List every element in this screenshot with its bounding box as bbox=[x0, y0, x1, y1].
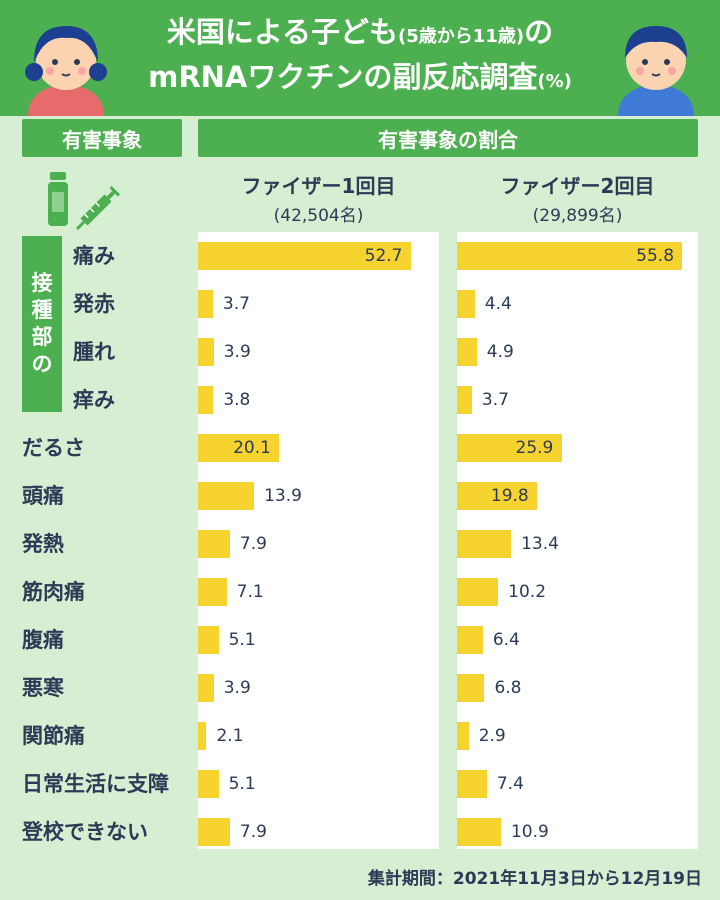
chart-title: 米国による子ども(5歳から11歳)の mRNAワクチンの副反応調査(%) bbox=[110, 12, 610, 102]
value-label: 5.1 bbox=[228, 630, 256, 650]
group-label-char: 種 bbox=[31, 298, 53, 322]
series1-title: ファイザー1回目 (42,504名) bbox=[198, 170, 439, 226]
bar bbox=[198, 674, 214, 702]
value-label: 10.9 bbox=[510, 822, 549, 842]
value-label: 3.7 bbox=[222, 294, 250, 314]
bar bbox=[457, 674, 485, 702]
bar bbox=[198, 770, 219, 798]
series2-title: ファイザー2回目 (29,899名) bbox=[457, 170, 698, 226]
survey-period-footnote: 集計期間：2021年11月3日から12月19日 bbox=[367, 869, 702, 889]
bar bbox=[198, 818, 230, 846]
bar bbox=[457, 386, 472, 414]
category-label: だるさ bbox=[22, 436, 85, 460]
category-label: 日常生活に支障 bbox=[22, 772, 169, 796]
group-label-char: 部 bbox=[31, 325, 53, 349]
value-label: 10.2 bbox=[508, 582, 547, 602]
bar bbox=[457, 482, 537, 510]
value-label: 13.9 bbox=[264, 486, 302, 506]
bar bbox=[198, 482, 255, 510]
injection-site-group-label: 接種部の bbox=[22, 236, 62, 412]
value-label: 5.1 bbox=[228, 774, 256, 794]
value-label: 20.1 bbox=[233, 438, 271, 458]
bar bbox=[457, 242, 683, 270]
bar bbox=[198, 290, 213, 318]
bar bbox=[198, 386, 214, 414]
title-line2: mRNAワクチンの副反応調査 bbox=[148, 60, 538, 94]
bar bbox=[198, 626, 219, 654]
category-label: 腹痛 bbox=[22, 628, 64, 652]
vial-icon bbox=[48, 172, 68, 226]
value-label: 7.9 bbox=[239, 534, 267, 554]
category-label: 悪寒 bbox=[22, 676, 64, 700]
series2-name: ファイザー2回目 bbox=[500, 174, 655, 198]
bar bbox=[457, 434, 562, 462]
category-label: 発赤 bbox=[73, 292, 115, 316]
bar bbox=[457, 290, 475, 318]
group-label-char: 接 bbox=[31, 271, 53, 295]
value-label: 7.9 bbox=[239, 822, 267, 842]
value-label: 13.4 bbox=[521, 534, 559, 554]
series2-count: (29,899名) bbox=[532, 206, 623, 226]
header-adverse-event-rate: 有害事象の割合 bbox=[198, 119, 698, 157]
girl-illustration bbox=[25, 26, 107, 116]
value-label: 2.9 bbox=[478, 726, 506, 746]
value-label: 52.7 bbox=[364, 246, 403, 266]
series1-name: ファイザー1回目 bbox=[241, 174, 396, 198]
bar bbox=[457, 818, 501, 846]
category-label: 頭痛 bbox=[22, 484, 64, 508]
header-banner: 米国による子ども(5歳から11歳)の mRNAワクチンの副反応調査(%) bbox=[0, 0, 720, 116]
value-label: 3.9 bbox=[223, 342, 251, 362]
value-label: 6.4 bbox=[492, 630, 520, 650]
syringe-icon bbox=[75, 185, 121, 230]
vaccine-icons bbox=[48, 172, 121, 230]
value-label: 7.1 bbox=[236, 582, 264, 602]
boy-illustration bbox=[618, 26, 694, 116]
value-label: 19.8 bbox=[490, 486, 529, 506]
value-label: 3.8 bbox=[223, 390, 251, 410]
value-label: 7.4 bbox=[496, 774, 524, 794]
category-label: 痛み bbox=[73, 244, 115, 268]
value-label: 2.1 bbox=[216, 726, 244, 746]
bar bbox=[457, 338, 477, 366]
title-age-range: (5歳から11歳) bbox=[398, 26, 525, 47]
bar bbox=[198, 242, 411, 270]
value-label: 6.8 bbox=[494, 678, 522, 698]
group-label-char: の bbox=[31, 352, 53, 376]
title-line1-end: の bbox=[524, 15, 554, 49]
value-label: 25.9 bbox=[515, 438, 554, 458]
bar bbox=[198, 722, 207, 750]
bar bbox=[457, 770, 487, 798]
title-unit: (%) bbox=[537, 71, 572, 92]
bar bbox=[198, 338, 214, 366]
title-line1: 米国による子ども bbox=[166, 15, 399, 49]
category-label: 関節痛 bbox=[22, 724, 85, 748]
category-label: 発熱 bbox=[22, 532, 64, 556]
category-label: 筋肉痛 bbox=[22, 580, 85, 604]
bar bbox=[457, 578, 499, 606]
bar bbox=[198, 578, 227, 606]
bar bbox=[457, 626, 483, 654]
bar bbox=[457, 530, 512, 558]
value-label: 4.4 bbox=[484, 294, 512, 314]
series2-panel: 55.8 4.4 4.9 3.7 25.9 19.8 13.4 10.2 6.4 6.8 2.9 7.… bbox=[457, 232, 698, 849]
category-label: 腫れ bbox=[73, 340, 115, 364]
value-label: 55.8 bbox=[636, 246, 675, 266]
bar bbox=[198, 434, 280, 462]
category-label: 登校できない bbox=[22, 820, 148, 844]
value-label: 3.9 bbox=[223, 678, 251, 698]
header-adverse-events: 有害事象 bbox=[22, 119, 182, 157]
value-label: 3.7 bbox=[481, 390, 509, 410]
category-label: 痒み bbox=[73, 388, 115, 412]
bar bbox=[457, 722, 469, 750]
bar bbox=[198, 530, 230, 558]
value-label: 4.9 bbox=[486, 342, 514, 362]
series1-count: (42,504名) bbox=[273, 206, 364, 226]
series1-panel: 52.7 3.7 3.9 3.8 20.1 13.9 7.9 7.1 5.1 3.9 2.1 5.1 7… bbox=[198, 232, 439, 849]
